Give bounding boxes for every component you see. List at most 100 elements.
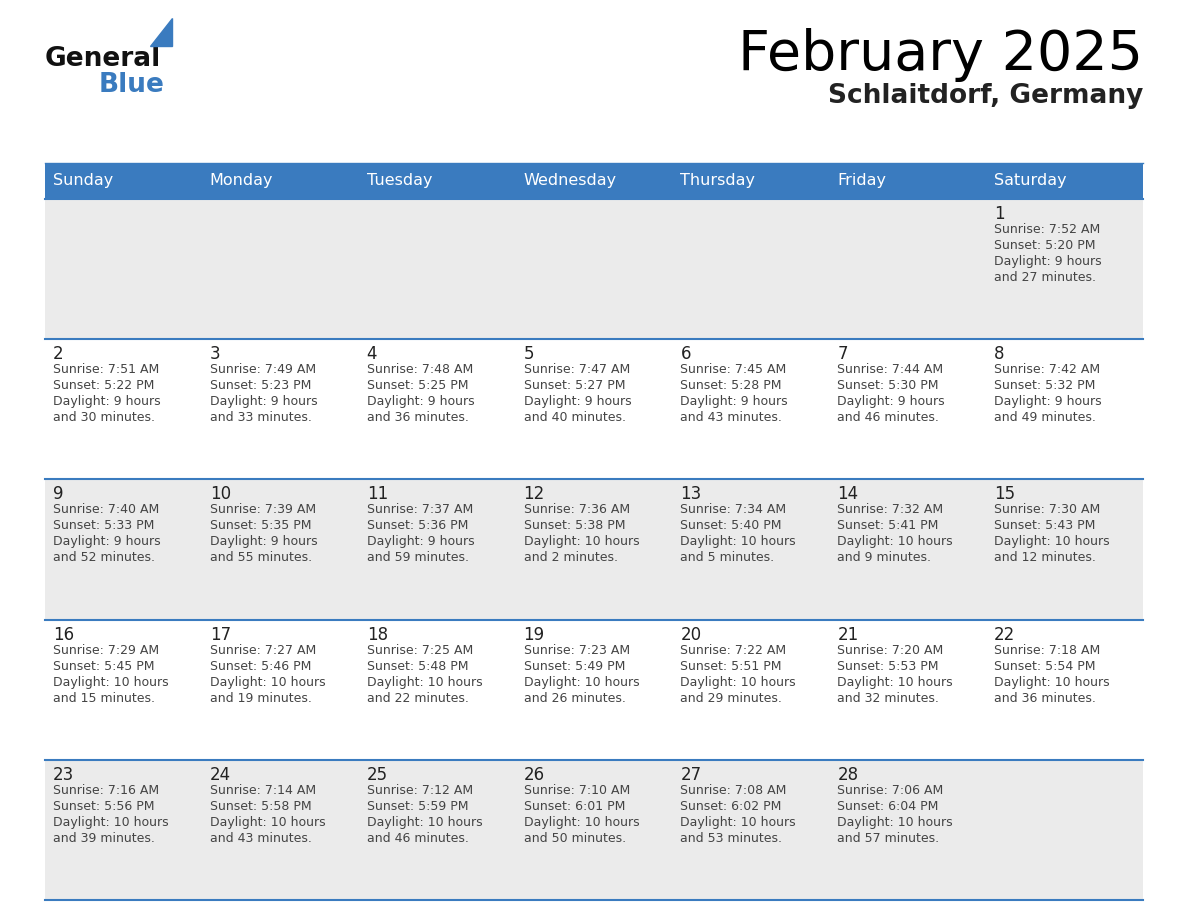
- Text: Sunrise: 7:52 AM: Sunrise: 7:52 AM: [994, 223, 1100, 236]
- Text: and 12 minutes.: and 12 minutes.: [994, 552, 1097, 565]
- Text: 7: 7: [838, 345, 848, 364]
- Text: Sunset: 5:54 PM: Sunset: 5:54 PM: [994, 660, 1095, 673]
- Text: Sunrise: 7:27 AM: Sunrise: 7:27 AM: [210, 644, 316, 656]
- Text: Blue: Blue: [99, 72, 165, 98]
- Text: Daylight: 9 hours: Daylight: 9 hours: [994, 396, 1101, 409]
- Text: Sunset: 5:23 PM: Sunset: 5:23 PM: [210, 379, 311, 392]
- Text: 12: 12: [524, 486, 545, 503]
- Text: 6: 6: [681, 345, 691, 364]
- Bar: [672, 163, 829, 199]
- Bar: [829, 339, 986, 479]
- Text: Sunset: 5:51 PM: Sunset: 5:51 PM: [681, 660, 782, 673]
- Text: 14: 14: [838, 486, 859, 503]
- Text: 17: 17: [210, 625, 230, 644]
- Text: Sunset: 5:40 PM: Sunset: 5:40 PM: [681, 520, 782, 532]
- Bar: [986, 479, 1143, 620]
- Text: and 19 minutes.: and 19 minutes.: [210, 691, 311, 705]
- Bar: [829, 479, 986, 620]
- Text: Sunset: 5:43 PM: Sunset: 5:43 PM: [994, 520, 1095, 532]
- Text: Sunset: 5:45 PM: Sunset: 5:45 PM: [53, 660, 154, 673]
- Text: Sunset: 5:32 PM: Sunset: 5:32 PM: [994, 379, 1095, 392]
- Text: and 36 minutes.: and 36 minutes.: [367, 411, 468, 424]
- Text: 24: 24: [210, 766, 230, 784]
- Text: February 2025: February 2025: [738, 28, 1143, 82]
- Text: Sunset: 5:25 PM: Sunset: 5:25 PM: [367, 379, 468, 392]
- Bar: [45, 479, 202, 620]
- Text: Sunrise: 7:47 AM: Sunrise: 7:47 AM: [524, 364, 630, 376]
- Text: Sunrise: 7:06 AM: Sunrise: 7:06 AM: [838, 784, 943, 797]
- Bar: [359, 199, 516, 339]
- Text: Daylight: 10 hours: Daylight: 10 hours: [210, 816, 326, 829]
- Bar: [45, 163, 202, 199]
- Bar: [202, 479, 359, 620]
- Text: Sunset: 5:28 PM: Sunset: 5:28 PM: [681, 379, 782, 392]
- Text: Sunrise: 7:30 AM: Sunrise: 7:30 AM: [994, 503, 1100, 517]
- Text: 1: 1: [994, 205, 1005, 223]
- Text: Daylight: 10 hours: Daylight: 10 hours: [681, 816, 796, 829]
- Text: and 43 minutes.: and 43 minutes.: [681, 411, 783, 424]
- Text: and 40 minutes.: and 40 minutes.: [524, 411, 626, 424]
- Text: Sunset: 5:27 PM: Sunset: 5:27 PM: [524, 379, 625, 392]
- Text: 28: 28: [838, 766, 859, 784]
- Text: Sunrise: 7:42 AM: Sunrise: 7:42 AM: [994, 364, 1100, 376]
- Text: Sunrise: 7:44 AM: Sunrise: 7:44 AM: [838, 364, 943, 376]
- Bar: [672, 339, 829, 479]
- Text: Daylight: 9 hours: Daylight: 9 hours: [367, 535, 474, 548]
- Bar: [516, 199, 672, 339]
- Bar: [516, 339, 672, 479]
- Text: Sunset: 5:59 PM: Sunset: 5:59 PM: [367, 800, 468, 812]
- Text: 8: 8: [994, 345, 1005, 364]
- Text: Sunrise: 7:20 AM: Sunrise: 7:20 AM: [838, 644, 943, 656]
- Text: and 52 minutes.: and 52 minutes.: [53, 552, 154, 565]
- Bar: [45, 199, 202, 339]
- Text: and 49 minutes.: and 49 minutes.: [994, 411, 1097, 424]
- Text: Sunrise: 7:40 AM: Sunrise: 7:40 AM: [53, 503, 159, 517]
- Bar: [986, 620, 1143, 760]
- Bar: [986, 163, 1143, 199]
- Text: and 33 minutes.: and 33 minutes.: [210, 411, 311, 424]
- Text: 20: 20: [681, 625, 702, 644]
- Text: 26: 26: [524, 766, 544, 784]
- Text: Sunrise: 7:18 AM: Sunrise: 7:18 AM: [994, 644, 1100, 656]
- Text: 19: 19: [524, 625, 544, 644]
- Text: Daylight: 10 hours: Daylight: 10 hours: [838, 676, 953, 688]
- Text: Daylight: 9 hours: Daylight: 9 hours: [681, 396, 788, 409]
- Text: Sunset: 5:22 PM: Sunset: 5:22 PM: [53, 379, 154, 392]
- Text: Friday: Friday: [838, 174, 886, 188]
- Text: and 29 minutes.: and 29 minutes.: [681, 691, 783, 705]
- Text: Sunrise: 7:22 AM: Sunrise: 7:22 AM: [681, 644, 786, 656]
- Text: Sunset: 5:33 PM: Sunset: 5:33 PM: [53, 520, 154, 532]
- Text: and 50 minutes.: and 50 minutes.: [524, 832, 626, 845]
- Text: 27: 27: [681, 766, 702, 784]
- Text: and 30 minutes.: and 30 minutes.: [53, 411, 154, 424]
- Text: and 26 minutes.: and 26 minutes.: [524, 691, 625, 705]
- Text: Daylight: 10 hours: Daylight: 10 hours: [524, 816, 639, 829]
- Text: and 32 minutes.: and 32 minutes.: [838, 691, 940, 705]
- Text: Daylight: 10 hours: Daylight: 10 hours: [210, 676, 326, 688]
- Bar: [516, 620, 672, 760]
- Bar: [986, 760, 1143, 900]
- Text: Daylight: 9 hours: Daylight: 9 hours: [210, 535, 317, 548]
- Text: 22: 22: [994, 625, 1016, 644]
- Text: and 9 minutes.: and 9 minutes.: [838, 552, 931, 565]
- Text: Sunrise: 7:51 AM: Sunrise: 7:51 AM: [53, 364, 159, 376]
- Text: Sunset: 5:30 PM: Sunset: 5:30 PM: [838, 379, 939, 392]
- Text: Sunset: 5:56 PM: Sunset: 5:56 PM: [53, 800, 154, 812]
- Bar: [359, 163, 516, 199]
- Text: and 55 minutes.: and 55 minutes.: [210, 552, 312, 565]
- Text: and 46 minutes.: and 46 minutes.: [367, 832, 468, 845]
- Text: Sunrise: 7:10 AM: Sunrise: 7:10 AM: [524, 784, 630, 797]
- Text: Sunset: 6:02 PM: Sunset: 6:02 PM: [681, 800, 782, 812]
- Text: Sunrise: 7:29 AM: Sunrise: 7:29 AM: [53, 644, 159, 656]
- Text: Sunrise: 7:48 AM: Sunrise: 7:48 AM: [367, 364, 473, 376]
- Text: 25: 25: [367, 766, 387, 784]
- Text: Daylight: 10 hours: Daylight: 10 hours: [681, 535, 796, 548]
- Text: Sunday: Sunday: [53, 174, 113, 188]
- Text: Sunset: 5:49 PM: Sunset: 5:49 PM: [524, 660, 625, 673]
- Bar: [986, 199, 1143, 339]
- Text: 3: 3: [210, 345, 221, 364]
- Text: Sunset: 6:01 PM: Sunset: 6:01 PM: [524, 800, 625, 812]
- Text: Daylight: 9 hours: Daylight: 9 hours: [367, 396, 474, 409]
- Text: and 36 minutes.: and 36 minutes.: [994, 691, 1097, 705]
- Text: Thursday: Thursday: [681, 174, 756, 188]
